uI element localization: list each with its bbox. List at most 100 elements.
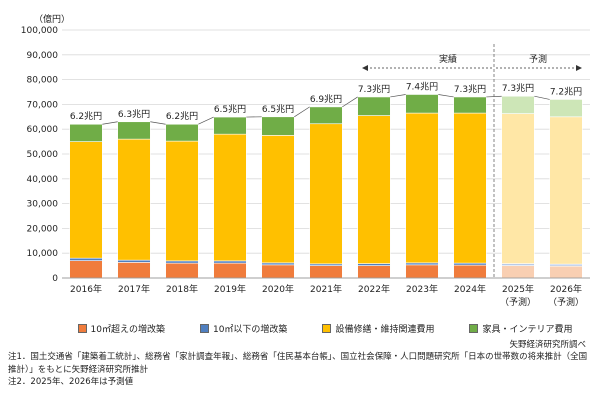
legend-swatch [199,323,209,333]
footnotes: 注1．国土交通省「建築着工統計」、総務省「家計調査年報」、総務省「住民基本台帳」… [8,351,592,389]
y-tick-label: 50,000 [27,150,59,160]
legend-item-furniture: 家具・インテリア費用 [469,321,572,335]
bar-segment [357,115,391,264]
bar-segment [501,265,535,279]
x-tick-label: 2016年 [70,283,102,295]
y-tick-label: 10,000 [27,249,59,259]
bar-segment [261,264,295,279]
x-tick-label: 2017年 [118,283,150,295]
bar-segment [117,259,151,263]
bar-segment [213,116,247,135]
y-tick-label: 100,000 [21,26,58,36]
total-label: 6.2兆円 [70,111,102,122]
total-label: 6.3兆円 [118,109,150,120]
bar-segment [405,94,439,114]
bar-segment [549,99,583,118]
bars [69,94,583,279]
legend-label: 10㎡超えの増改築 [90,324,165,335]
bar-segment [69,141,103,259]
bar-segment [261,116,295,136]
connector-line [534,95,550,100]
legend-label: 10㎡以下の増改築 [212,324,288,335]
total-label: 7.2兆円 [550,86,582,97]
y-tick-label: 70,000 [27,100,59,110]
total-label: 6.5兆円 [262,104,294,115]
bar-segment [117,121,151,140]
y-tick-label: 40,000 [27,175,59,185]
forecast-period-label: 予測 [529,53,547,65]
legend: 10㎡超えの増改築 10㎡以下の増改築 設備修繕・維持関連費用 家具・インテリア… [60,321,590,335]
bar-segment [453,112,487,264]
bar-segment [117,262,151,279]
total-label: 7.3兆円 [358,84,390,95]
period-markers: 実績 予測 [362,44,582,278]
bar-segment [69,257,103,261]
legend-swatch [322,323,332,333]
bar-segment [405,112,439,264]
source-credit: 矢野経済研究所調べ [509,340,586,350]
bar-segment [69,260,103,279]
bar-segment [309,265,343,279]
bar-segment [165,262,199,279]
total-labels: 6.2兆円 6.3兆円 6.2兆円 6.5兆円 6.5兆円 6.9兆円 7.3兆円 7.4兆円… [70,81,582,122]
bar-segment [453,96,487,114]
bar-segment [549,116,583,265]
x-tick-sublabel: （予測） [500,296,536,308]
actual-arrow-head [362,65,368,71]
x-tick-label: 2024年 [454,283,486,295]
bar-segment [453,264,487,279]
x-tick-label: 2018年 [166,283,198,295]
total-label: 7.4兆円 [406,81,438,92]
bar-segment [549,265,583,279]
x-tick-sublabel: （予測） [548,296,584,308]
y-tick-label: 30,000 [27,200,59,210]
legend-label: 設備修繕・維持関連費用 [335,324,435,335]
bar-segment [213,262,247,279]
y-tick-label: 90,000 [27,51,59,61]
bar-segment [213,260,247,264]
legend-item-large-extension: 10㎡超えの増改築 [77,321,165,335]
y-tick-label: 0 [52,274,58,284]
bar-segment [261,135,295,264]
total-label: 6.2兆円 [166,111,198,122]
bar-segment [501,113,535,264]
y-tick-label: 60,000 [27,125,59,135]
total-label: 7.3兆円 [454,84,486,95]
legend-swatch [469,323,479,333]
x-axis-ticks: 2016年 2017年 2018年 2019年 2020年 2021年 2022年 2023年… [70,283,584,308]
y-axis-ticks: 0 10,000 20,000 30,000 40,000 50,000 60,000 70,… [21,26,58,284]
legend-item-small-extension: 10㎡以下の増改築 [199,321,288,335]
bar-segment [357,265,391,279]
bar-segment [117,138,151,261]
x-tick-label: 2025年 [502,283,534,295]
connector-line [198,116,214,125]
connector-line [294,106,310,118]
legend-swatch [77,323,87,333]
footnote-1: 注1．国土交通省「建築着工統計」、総務省「家計調査年報」、総務省「住民基本台帳」… [8,352,588,375]
legend-label: 家具・インテリア費用 [482,324,573,335]
bar-segment [405,264,439,279]
x-tick-label: 2022年 [358,283,390,295]
bar-segment [309,123,343,265]
bar-segment [69,123,103,142]
bar-segment [213,133,247,262]
bar-segment [357,96,391,116]
x-tick-label: 2020年 [262,283,294,295]
connector-line [150,121,166,125]
y-axis-unit-label: （億円） [34,13,70,25]
y-tick-label: 20,000 [27,224,59,234]
bar-segment [165,260,199,264]
connector-line [390,94,406,98]
connector-line [342,96,358,108]
bar-segment [309,106,343,125]
total-label: 7.3兆円 [502,83,534,94]
y-tick-label: 80,000 [27,76,59,86]
bar-segment [165,140,199,262]
actual-period-label: 実績 [439,53,457,65]
footnote-2: 注2．2025年、2026年は予測値 [8,377,134,387]
bar-segment [165,123,199,142]
x-tick-label: 2023年 [406,283,438,295]
x-tick-label: 2021年 [310,283,342,295]
connector-line [438,94,454,98]
x-tick-label: 2026年 [550,283,582,295]
